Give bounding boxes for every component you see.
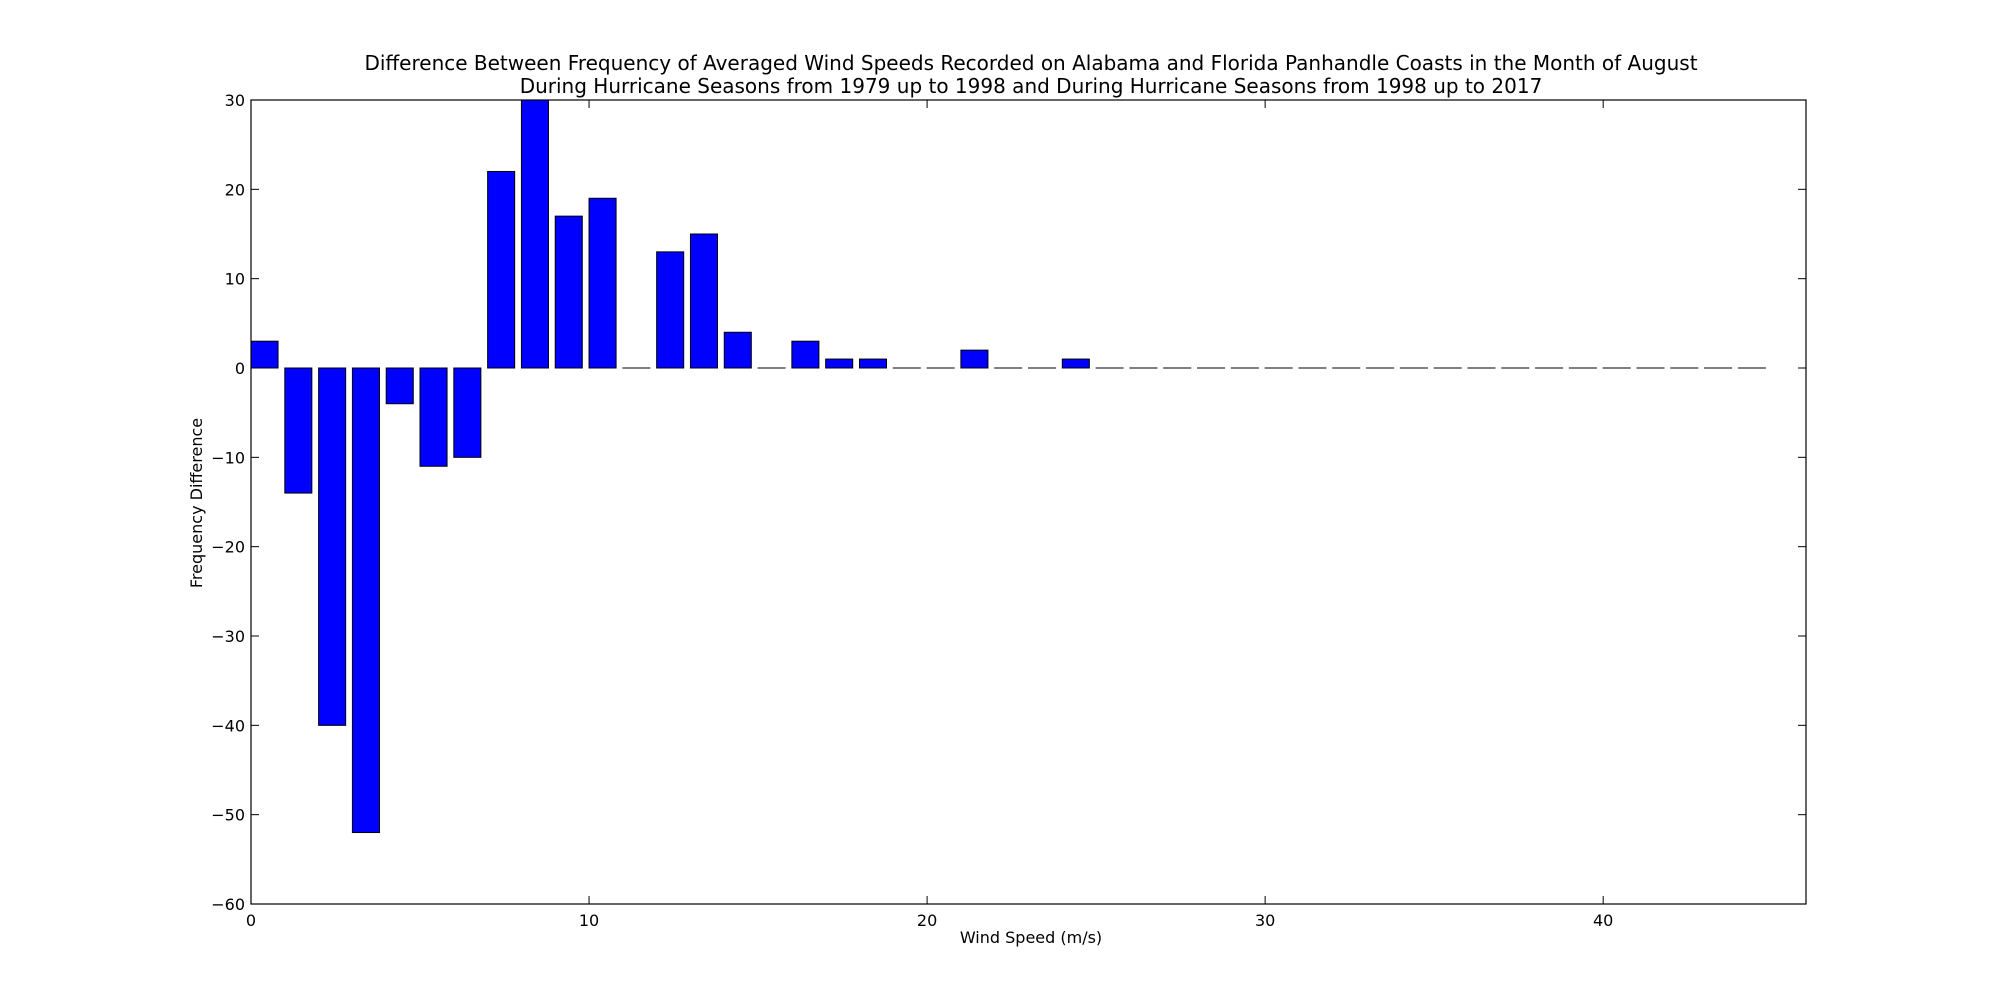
bar-17 bbox=[825, 358, 854, 369]
x-tick-label: 0 bbox=[246, 911, 256, 930]
x-tick-label: 10 bbox=[579, 911, 599, 930]
bar-13 bbox=[689, 233, 719, 369]
axis-ticks: −60 −50 −40 −30 −20 −10 0 10 20 30 0 10 20 30 40 bbox=[211, 91, 1806, 930]
x-tick-label: 30 bbox=[1255, 911, 1275, 930]
x-axis-label: Wind Speed (m/s) bbox=[960, 928, 1102, 947]
y-tick-label: 20 bbox=[225, 180, 245, 199]
bar-12 bbox=[656, 251, 685, 369]
y-axis-label: Frequency Difference bbox=[187, 418, 206, 588]
y-tick-label: −60 bbox=[211, 895, 245, 914]
y-tick-label: −10 bbox=[211, 448, 245, 467]
y-tick-label: −50 bbox=[211, 806, 245, 825]
bar-0 bbox=[250, 340, 279, 369]
chart-subtitle: During Hurricane Seasons from 1979 up to… bbox=[520, 74, 1543, 98]
bar-8 bbox=[520, 99, 549, 369]
y-tick-label: −30 bbox=[211, 627, 245, 646]
x-tick-label: 40 bbox=[1593, 911, 1613, 930]
bar-10 bbox=[588, 197, 617, 369]
y-tick-label: 0 bbox=[235, 359, 245, 378]
bar-16 bbox=[791, 340, 820, 369]
bar-7 bbox=[487, 170, 516, 369]
bar-6 bbox=[453, 367, 482, 458]
y-tick-label: 10 bbox=[225, 270, 245, 289]
bar-24 bbox=[1061, 358, 1090, 369]
y-tick-label: −20 bbox=[211, 538, 245, 557]
bar-series bbox=[250, 99, 1766, 834]
x-tick-label: 20 bbox=[917, 911, 937, 930]
bar-14 bbox=[723, 331, 752, 369]
bar-18 bbox=[858, 358, 888, 369]
plot-area bbox=[250, 99, 1807, 905]
y-tick-label: −40 bbox=[211, 716, 245, 735]
bar-21 bbox=[960, 349, 989, 369]
bar-2 bbox=[318, 367, 347, 726]
bar-4 bbox=[385, 367, 414, 405]
bar-9 bbox=[554, 215, 583, 369]
bar-5 bbox=[419, 367, 448, 467]
bar-3 bbox=[351, 367, 380, 834]
y-tick-label: 30 bbox=[225, 91, 245, 110]
bar-1 bbox=[284, 367, 313, 494]
chart-title: Difference Between Frequency of Averaged… bbox=[364, 51, 1697, 75]
